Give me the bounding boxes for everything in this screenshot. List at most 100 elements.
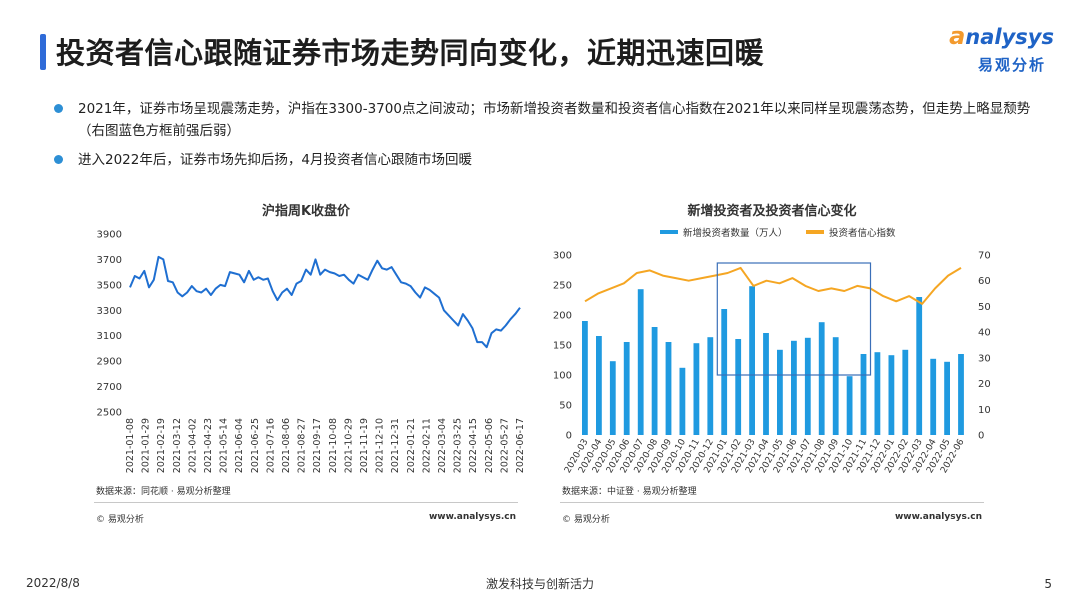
x-tick-label: 2022-02-11 [421, 418, 432, 473]
x-tick-label: 2021-08-06 [281, 418, 292, 473]
new-investor-bar [832, 337, 839, 435]
y-right-tick-label: 60 [978, 276, 991, 287]
page-title: 投资者信心跟随证券市场走势同向变化，近期迅速回暖 [56, 36, 765, 70]
left-copyright: © 易观分析 [96, 515, 144, 525]
new-investor-bar [582, 321, 588, 435]
logo-wordmark: analysys [949, 22, 1054, 50]
confidence-index-line [584, 266, 962, 305]
new-investor-bar [749, 286, 755, 435]
analysys-logo: analysys 易观分析 [944, 22, 1054, 78]
new-investor-bar [916, 297, 923, 435]
x-tick-label: 2021-06-04 [234, 418, 245, 473]
highlight-box [716, 262, 872, 376]
sh-index-line [129, 255, 521, 349]
right-chart-panel: 新增投资者及投资者信心变化 新增投资者数量（万人） 投资者信心指数 300 250 20… [548, 200, 996, 530]
right-divider [560, 502, 984, 503]
y-right-tick-label: 20 [978, 379, 991, 390]
legend-line-label: 投资者信心指数 [829, 227, 896, 239]
new-investor-bar [958, 354, 964, 435]
y-left-tick-label: 300 [553, 251, 572, 262]
y-right-tick-label: 10 [978, 405, 991, 416]
y-left-tick-label: 150 [553, 341, 572, 352]
x-tick-label: 2021-07-16 [265, 418, 276, 473]
new-investor-bar [596, 336, 602, 435]
y-right-tick-label: 0 [978, 431, 984, 442]
right-site: www.analysys.cn [894, 512, 982, 522]
x-tick-label: 2021-12-10 [375, 418, 386, 473]
title-accent-bar [40, 34, 46, 70]
x-tick-label: 2021-02-19 [156, 418, 167, 473]
y-tick-label: 3500 [97, 280, 122, 291]
sh-index-chart: 390037003500330031002900270025002021-01-… [97, 230, 526, 474]
y-right-tick-label: 30 [978, 353, 991, 364]
legend-line-swatch [806, 230, 824, 234]
y-left-tick-label: 250 [553, 281, 572, 292]
x-tick-label: 2021-04-23 [203, 418, 214, 473]
new-investor-bar [665, 342, 672, 435]
y-right-tick-label: 50 [978, 302, 991, 313]
new-investor-bar [846, 376, 853, 435]
new-investor-bar [944, 361, 950, 435]
investor-chart: 新增投资者数量（万人） 投资者信心指数3002502001501005007060… [553, 227, 991, 475]
new-investor-bar [888, 355, 895, 435]
x-tick-label: 2021-11-19 [359, 418, 370, 473]
summary-bullets: 2021年，证券市场呈现震荡走势，沪指在3300-3700点之间波动；市场新增投… [54, 98, 1044, 178]
y-tick-label: 2900 [97, 357, 122, 368]
new-investor-bar [679, 367, 686, 435]
y-tick-label: 2500 [97, 408, 122, 419]
x-tick-label: 2021-05-14 [219, 418, 230, 473]
x-tick-label: 2021-03-12 [172, 418, 183, 473]
bullet-item: 2021年，证券市场呈现震荡走势，沪指在3300-3700点之间波动；市场新增投… [54, 98, 1044, 142]
x-tick-label: 2021-06-25 [250, 418, 261, 473]
y-left-tick-label: 200 [553, 311, 572, 322]
y-tick-label: 3700 [97, 255, 122, 266]
new-investor-bar [804, 337, 811, 435]
y-tick-label: 3300 [97, 306, 122, 317]
logo-cn: 易观分析 [977, 56, 1046, 74]
y-tick-label: 3100 [97, 331, 122, 342]
y-tick-label: 3900 [97, 230, 122, 241]
new-investor-bar [818, 322, 825, 435]
y-right-tick-label: 70 [978, 251, 991, 262]
x-tick-label: 2022-03-25 [453, 418, 464, 473]
left-site: www.analysys.cn [428, 512, 516, 522]
new-investor-bar [777, 349, 783, 435]
legend-bar-swatch [660, 230, 678, 234]
x-tick-label: 2022-05-27 [499, 418, 510, 473]
new-investor-bar [651, 327, 658, 435]
legend-bar-label: 新增投资者数量（万人） [683, 227, 788, 239]
y-right-tick-label: 40 [978, 328, 991, 339]
footer-date: 2022/8/8 [26, 576, 80, 590]
x-tick-label: 2021-10-29 [343, 418, 354, 473]
new-investor-bar [874, 352, 881, 435]
new-investor-bar [791, 340, 797, 435]
x-tick-label: 2021-10-08 [328, 418, 339, 473]
y-left-tick-label: 0 [566, 431, 572, 442]
y-tick-label: 2700 [97, 382, 122, 393]
footer-slogan: 激发科技与创新活力 [485, 577, 594, 591]
bullet-dot-icon [54, 104, 63, 113]
new-investor-bar [637, 289, 644, 435]
y-left-tick-label: 50 [559, 401, 572, 412]
new-investor-bar [609, 361, 616, 435]
x-tick-label: 2021-12-31 [390, 418, 401, 473]
right-chart-title: 新增投资者及投资者信心变化 [687, 204, 857, 219]
bullet-dot-icon [54, 155, 63, 164]
x-tick-label: 2021-01-08 [125, 418, 136, 473]
new-investor-bar [763, 333, 769, 435]
left-divider [94, 502, 518, 503]
y-left-tick-label: 100 [553, 371, 572, 382]
x-tick-label: 2021-09-17 [312, 418, 323, 473]
new-investor-bar [693, 343, 700, 435]
right-copyright: © 易观分析 [562, 515, 610, 525]
new-investor-bar [623, 342, 630, 435]
x-tick-label: 2022-03-04 [437, 418, 448, 473]
right-source: 数据来源：中证登 · 易观分析整理 [562, 487, 697, 497]
page-number: 5 [1044, 577, 1052, 591]
new-investor-bar [860, 354, 867, 435]
x-tick-label: 2022-01-21 [406, 418, 417, 473]
x-tick-label: 2022-04-15 [468, 418, 479, 473]
x-tick-label: 2021-08-27 [297, 418, 308, 473]
x-tick-label: 2021-01-29 [141, 418, 152, 473]
left-source: 数据来源：同花顺 · 易观分析整理 [96, 487, 231, 497]
